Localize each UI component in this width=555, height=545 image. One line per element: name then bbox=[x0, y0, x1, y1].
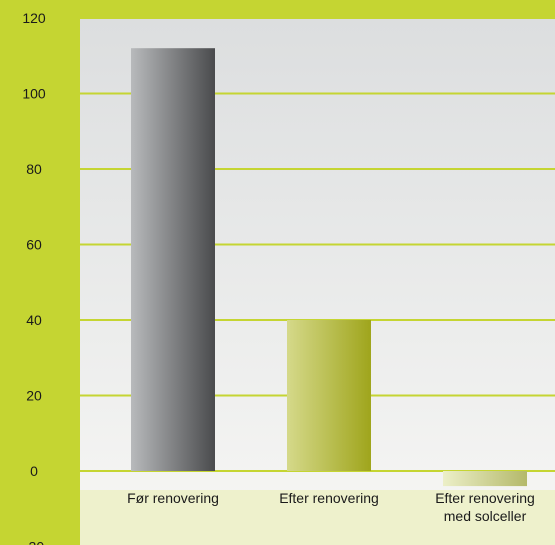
x-category-label: Før renovering bbox=[127, 490, 219, 506]
bar-2 bbox=[287, 320, 371, 471]
y-tick-label: 80 bbox=[26, 161, 42, 177]
category-label-band bbox=[80, 490, 555, 545]
bar-1 bbox=[131, 48, 215, 471]
y-tick-label: 120 bbox=[22, 10, 46, 26]
y-axis-ticks: -20 0 20 40 60 80 100 120 bbox=[22, 10, 46, 545]
x-axis-labels: Før renovering Efter renovering Efter reno… bbox=[127, 490, 535, 524]
y-tick-label: -20 bbox=[24, 539, 44, 545]
y-tick-label: 20 bbox=[26, 388, 42, 404]
bars bbox=[131, 48, 527, 487]
x-category-label: Efter renovering bbox=[435, 490, 535, 506]
x-category-label: Efter renovering bbox=[279, 490, 379, 506]
y-tick-label: 60 bbox=[26, 237, 42, 253]
y-tick-label: 100 bbox=[22, 86, 46, 102]
bar-3 bbox=[443, 471, 527, 487]
y-tick-label: 40 bbox=[26, 312, 42, 328]
x-category-label: med solceller bbox=[444, 508, 527, 524]
y-tick-label: 0 bbox=[30, 463, 38, 479]
